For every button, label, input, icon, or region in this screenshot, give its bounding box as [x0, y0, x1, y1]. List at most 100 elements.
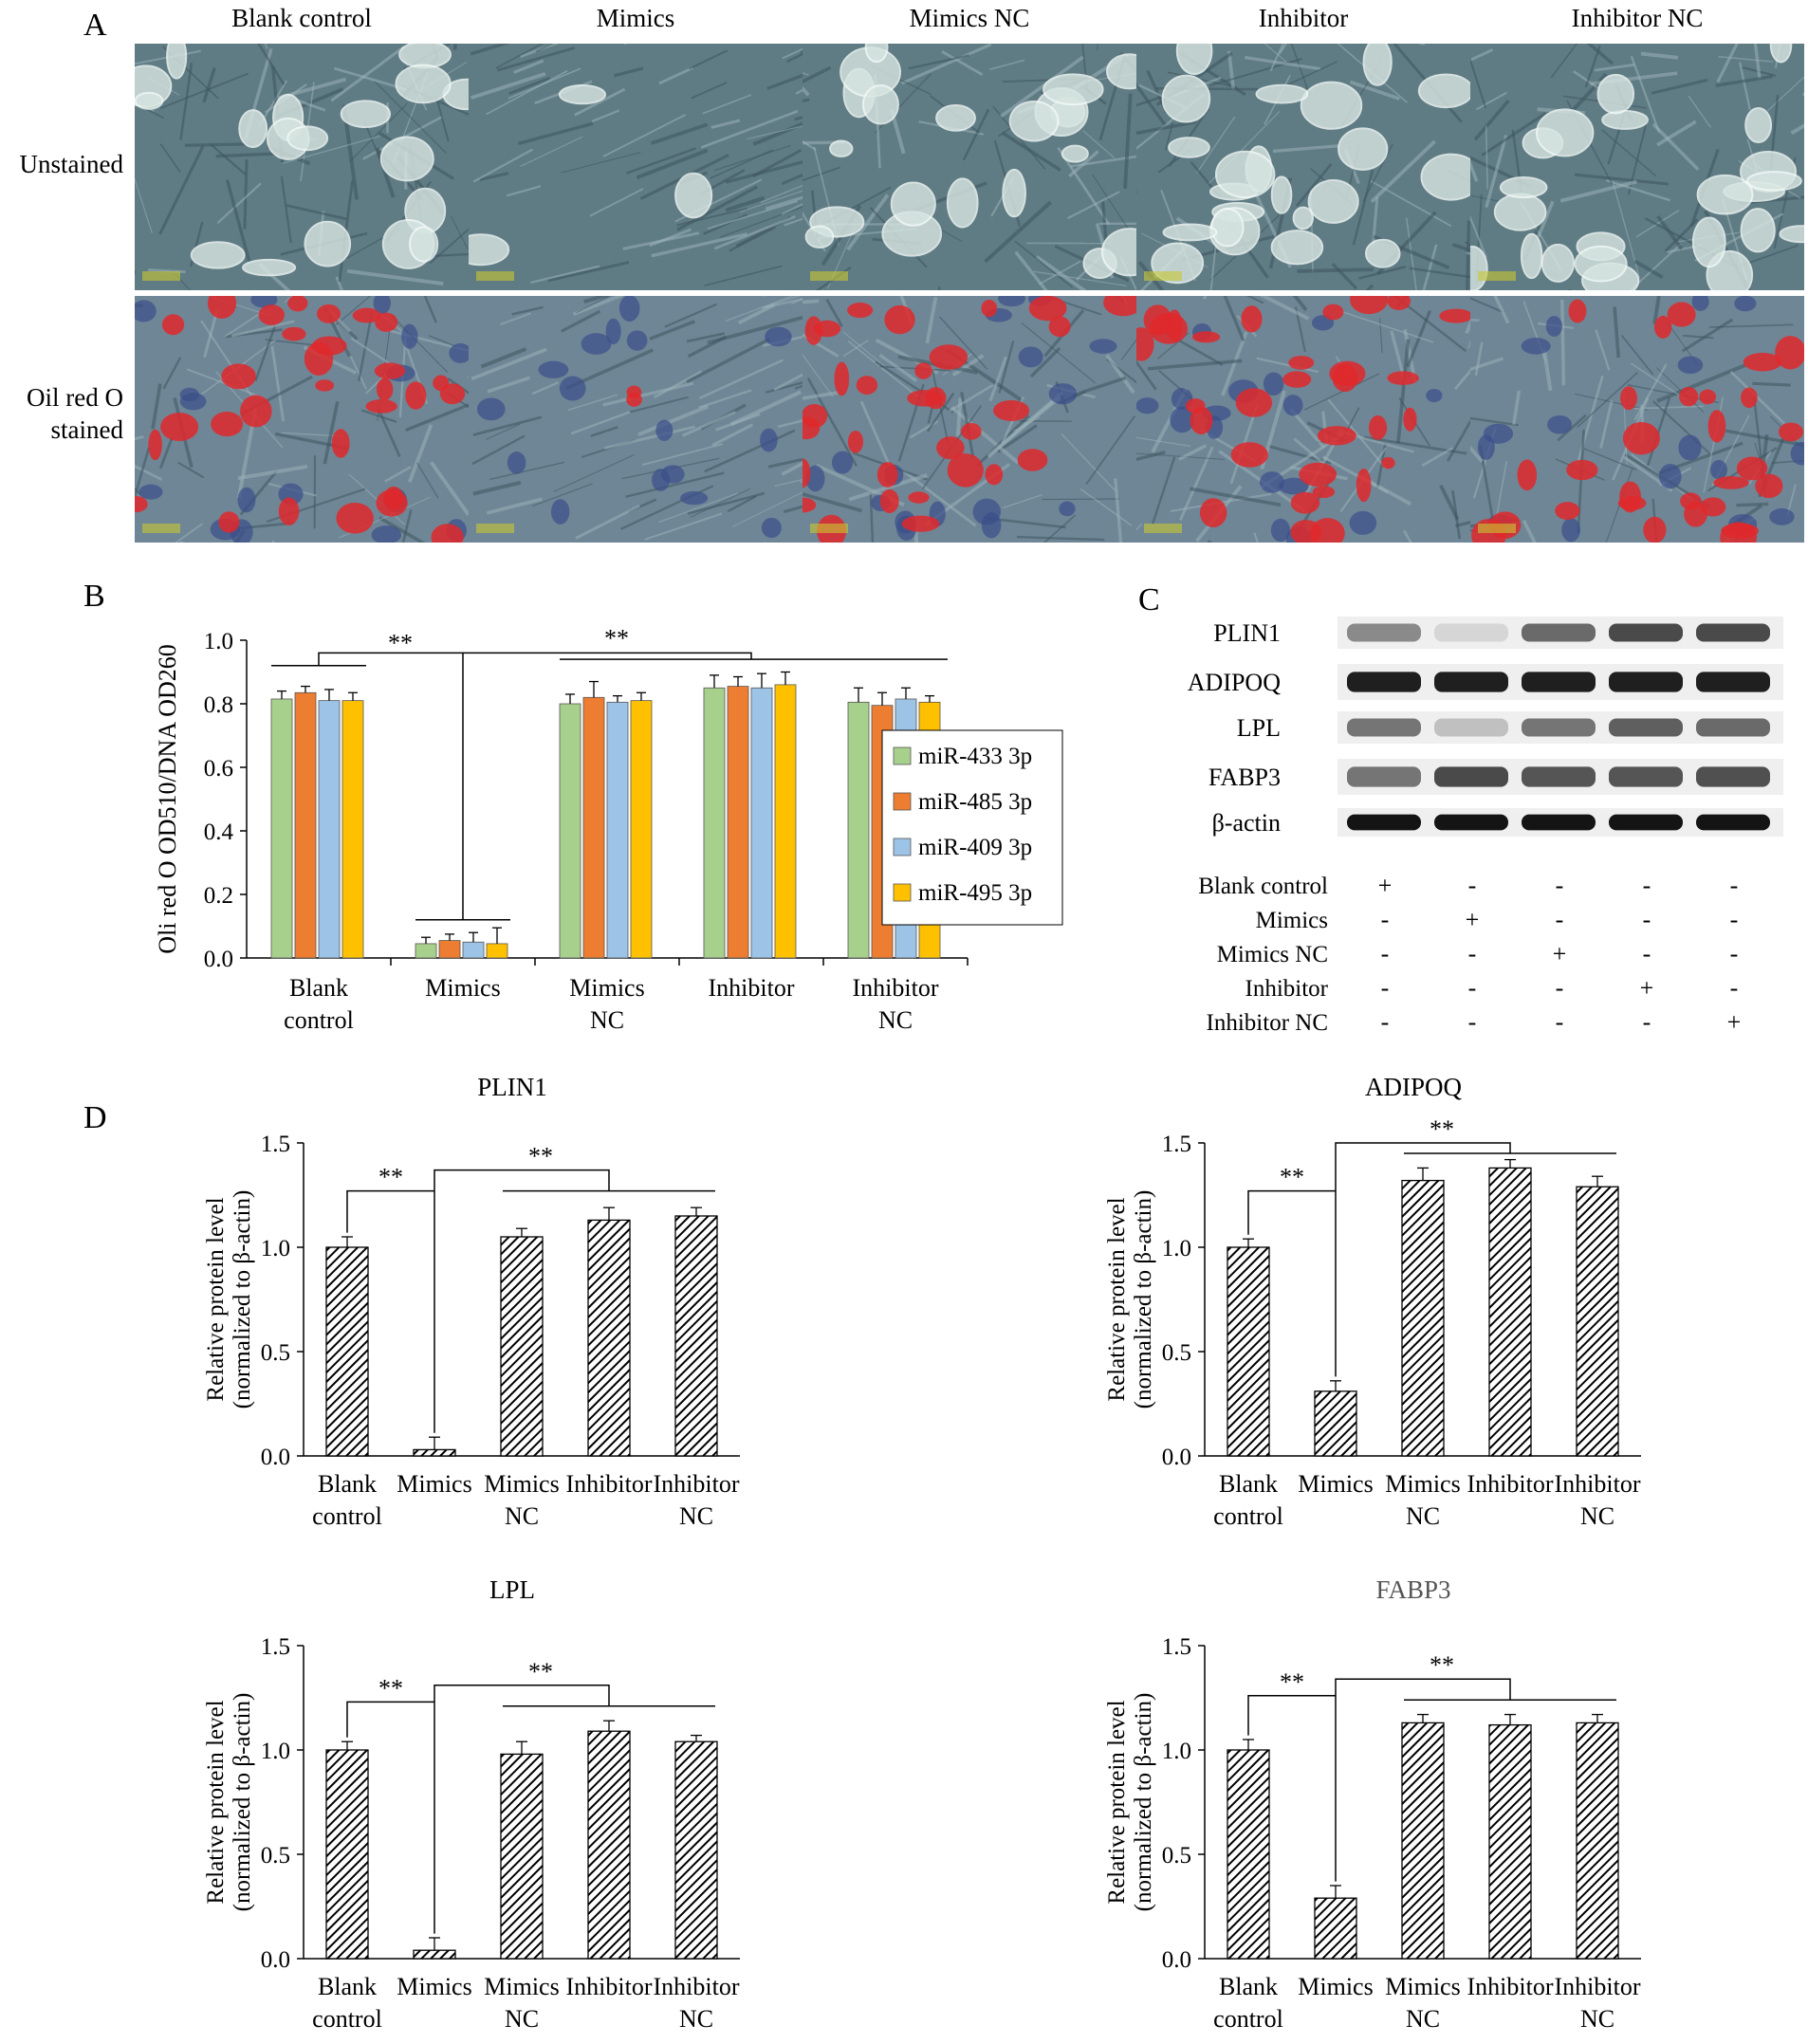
cell-fiber	[590, 426, 618, 437]
lipid-droplet	[829, 139, 854, 157]
cell-fiber	[1136, 82, 1167, 126]
chart-title: ADIPOQ	[1365, 1073, 1463, 1101]
cell-fiber	[286, 204, 347, 221]
cell-fiber	[649, 320, 695, 341]
significance-label: **	[528, 1658, 553, 1685]
oil-red-droplet	[1713, 476, 1749, 489]
x-tick-label: Blank	[1219, 1973, 1278, 2000]
cell-fiber	[271, 540, 275, 543]
cell-fiber	[215, 152, 277, 158]
cell-fiber	[636, 148, 709, 180]
significance-label: **	[388, 629, 413, 656]
cell-fiber	[553, 454, 635, 492]
protein-label: β-actin	[1212, 809, 1281, 837]
cell-fiber	[1079, 488, 1133, 526]
cell-fiber	[713, 144, 791, 172]
significance-label: **	[604, 625, 629, 653]
cell-fiber	[507, 67, 581, 100]
cell-fiber	[1466, 220, 1470, 290]
bar	[674, 1215, 718, 1457]
x-tick-label: NC	[679, 1502, 713, 1530]
oil-red-droplet	[1103, 296, 1136, 317]
oil-red-droplet	[1755, 473, 1783, 499]
nucleus	[1263, 372, 1284, 396]
cell-fiber	[1470, 297, 1504, 313]
cell-fiber	[1473, 99, 1510, 141]
cell-fiber	[782, 47, 803, 60]
cell-fiber	[1652, 296, 1661, 324]
cell-fiber	[333, 66, 407, 91]
y-tick-label: 0.5	[1162, 1340, 1191, 1366]
x-tick-label: Inhibitor	[1467, 1973, 1554, 2000]
cell-fiber	[1068, 150, 1099, 178]
cell-fiber	[1147, 359, 1243, 371]
nucleus	[651, 469, 671, 491]
cell-fiber	[1136, 95, 1164, 107]
cell-fiber	[704, 265, 783, 286]
nucleus	[760, 428, 778, 452]
cell-fiber	[1259, 296, 1310, 321]
cell-fiber	[1422, 244, 1438, 290]
cell-fiber	[1061, 433, 1117, 493]
bar	[674, 1740, 718, 1960]
oil-red-droplet	[135, 496, 148, 513]
cell-fiber	[531, 381, 560, 396]
protein-band	[1434, 623, 1508, 642]
oil-red-droplet	[803, 458, 811, 488]
oil-red-droplet	[1667, 302, 1696, 327]
oil-red-droplet	[1555, 502, 1580, 520]
bar	[486, 943, 508, 959]
x-tick-label: Inhibitor	[709, 974, 795, 1002]
oil-red-droplet	[221, 363, 256, 390]
protein-band	[1347, 623, 1421, 642]
nucleus	[401, 323, 418, 349]
y-tick-label: 0.6	[204, 756, 233, 782]
oil-red-droplet	[1185, 398, 1206, 414]
cell-fiber	[203, 309, 219, 358]
significance-bracket	[434, 1685, 610, 1934]
nucleus	[765, 326, 792, 347]
cell-fiber	[486, 497, 543, 515]
cell-fiber	[531, 483, 593, 507]
x-tick-label: Mimics	[425, 974, 500, 1002]
protein-band	[1434, 672, 1508, 692]
legend-label: miR-409 3p	[918, 835, 1032, 860]
lipid-droplet	[1270, 230, 1324, 266]
cell-fiber	[720, 206, 803, 238]
oil-red-droplet	[375, 312, 398, 332]
lipid-droplet	[1338, 127, 1389, 171]
x-tick-label: Mimics	[397, 1470, 471, 1498]
nucleus	[371, 525, 401, 543]
cell-fiber	[949, 383, 994, 413]
minus-sign: -	[1643, 940, 1651, 967]
cell-fiber	[470, 347, 547, 381]
cell-fiber	[1451, 243, 1470, 252]
lipid-droplet	[1255, 83, 1309, 104]
cell-fiber	[472, 480, 522, 496]
nucleus	[1270, 518, 1291, 543]
cell-fiber	[1403, 529, 1412, 543]
cell-fiber	[177, 461, 205, 479]
oil-red-droplet	[352, 307, 381, 323]
oil-red-droplet	[161, 314, 185, 336]
bar	[727, 686, 749, 959]
cell-fiber	[270, 345, 286, 422]
cell-fiber	[847, 341, 919, 398]
minus-sign: -	[1556, 974, 1564, 1002]
cell-fiber	[1269, 44, 1284, 72]
bar	[413, 1949, 456, 1960]
oil-red-droplet	[626, 392, 642, 407]
cell-fiber	[135, 177, 153, 234]
legend-label: miR-485 3p	[918, 789, 1032, 815]
cell-fiber	[1470, 319, 1480, 322]
nucleus	[559, 376, 586, 401]
cell-fiber	[1296, 163, 1333, 207]
y-axis-label: Relative protein level(normalized to β-a…	[203, 1693, 255, 1912]
cell-fiber	[254, 325, 277, 382]
nucleus	[1545, 316, 1563, 337]
oil-red-droplet	[374, 362, 406, 379]
lipid-droplet	[1042, 73, 1104, 106]
cell-fiber	[575, 504, 640, 540]
cell-fiber	[159, 72, 249, 109]
lipid-droplet	[1270, 175, 1293, 214]
